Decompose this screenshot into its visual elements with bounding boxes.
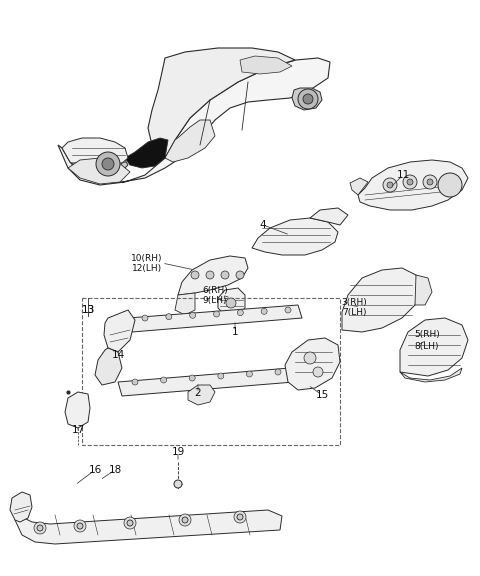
Polygon shape	[87, 153, 128, 175]
Circle shape	[423, 175, 437, 189]
Circle shape	[427, 179, 433, 185]
Text: 3(RH): 3(RH)	[341, 297, 367, 306]
Text: 17: 17	[72, 425, 84, 435]
Circle shape	[132, 379, 138, 385]
Circle shape	[127, 520, 133, 526]
Polygon shape	[165, 120, 215, 162]
Text: 10(RH): 10(RH)	[131, 253, 163, 263]
Circle shape	[261, 308, 267, 314]
Circle shape	[206, 271, 214, 279]
Circle shape	[298, 89, 318, 109]
Polygon shape	[350, 178, 368, 195]
Polygon shape	[62, 138, 128, 172]
Circle shape	[246, 371, 252, 377]
Polygon shape	[188, 385, 215, 405]
Polygon shape	[118, 368, 294, 396]
Text: 1: 1	[232, 327, 238, 337]
Polygon shape	[10, 492, 32, 522]
Text: 2: 2	[195, 388, 201, 398]
Circle shape	[214, 311, 219, 317]
Text: 11: 11	[396, 170, 409, 180]
Polygon shape	[240, 56, 292, 74]
Circle shape	[77, 523, 83, 529]
Circle shape	[383, 178, 397, 192]
Circle shape	[179, 514, 191, 526]
Circle shape	[37, 525, 43, 531]
Circle shape	[443, 178, 457, 192]
Text: 4: 4	[260, 220, 266, 230]
Text: 5(RH): 5(RH)	[414, 331, 440, 339]
Circle shape	[236, 271, 244, 279]
Circle shape	[226, 298, 236, 308]
Polygon shape	[178, 256, 248, 295]
Circle shape	[237, 310, 243, 316]
Text: 12(LH): 12(LH)	[132, 264, 162, 274]
Polygon shape	[104, 310, 135, 352]
Polygon shape	[65, 392, 90, 428]
Polygon shape	[415, 275, 432, 305]
Circle shape	[387, 182, 393, 188]
Circle shape	[285, 307, 291, 313]
Circle shape	[166, 314, 172, 320]
Polygon shape	[342, 268, 420, 332]
Polygon shape	[218, 288, 245, 315]
Polygon shape	[128, 305, 302, 332]
Polygon shape	[95, 348, 122, 385]
Circle shape	[142, 315, 148, 321]
Text: 13: 13	[82, 305, 95, 315]
Text: 18: 18	[108, 465, 121, 475]
Circle shape	[304, 352, 316, 364]
Text: 16: 16	[88, 465, 102, 475]
Circle shape	[182, 517, 188, 523]
Text: 19: 19	[171, 447, 185, 457]
Circle shape	[74, 520, 86, 532]
Circle shape	[174, 480, 182, 488]
Circle shape	[438, 173, 462, 197]
Polygon shape	[58, 58, 330, 185]
Circle shape	[189, 375, 195, 381]
Circle shape	[218, 373, 224, 379]
Circle shape	[407, 179, 413, 185]
Circle shape	[313, 367, 323, 377]
Circle shape	[191, 271, 199, 279]
Circle shape	[190, 312, 196, 319]
Circle shape	[221, 271, 229, 279]
Text: 13: 13	[82, 305, 95, 315]
Polygon shape	[15, 510, 282, 544]
Polygon shape	[292, 88, 322, 110]
Text: 6(RH): 6(RH)	[202, 286, 228, 294]
Polygon shape	[175, 293, 195, 315]
Circle shape	[403, 175, 417, 189]
Polygon shape	[310, 208, 348, 225]
Polygon shape	[358, 160, 468, 210]
Text: 9(LH): 9(LH)	[203, 297, 227, 305]
Circle shape	[102, 158, 114, 170]
Circle shape	[275, 369, 281, 375]
Polygon shape	[68, 158, 130, 184]
Polygon shape	[252, 218, 338, 255]
Circle shape	[303, 94, 313, 104]
Polygon shape	[285, 338, 340, 390]
Text: 8(LH): 8(LH)	[415, 342, 439, 351]
Circle shape	[161, 377, 167, 383]
Text: 7(LH): 7(LH)	[342, 309, 366, 317]
Text: 14: 14	[111, 350, 125, 360]
Polygon shape	[148, 48, 295, 158]
Circle shape	[124, 517, 136, 529]
Text: 15: 15	[315, 390, 329, 400]
Polygon shape	[400, 318, 468, 376]
Circle shape	[237, 514, 243, 520]
Circle shape	[96, 152, 120, 176]
Polygon shape	[125, 138, 168, 168]
Circle shape	[34, 522, 46, 534]
Circle shape	[234, 511, 246, 523]
Circle shape	[447, 182, 453, 188]
Polygon shape	[400, 368, 462, 382]
